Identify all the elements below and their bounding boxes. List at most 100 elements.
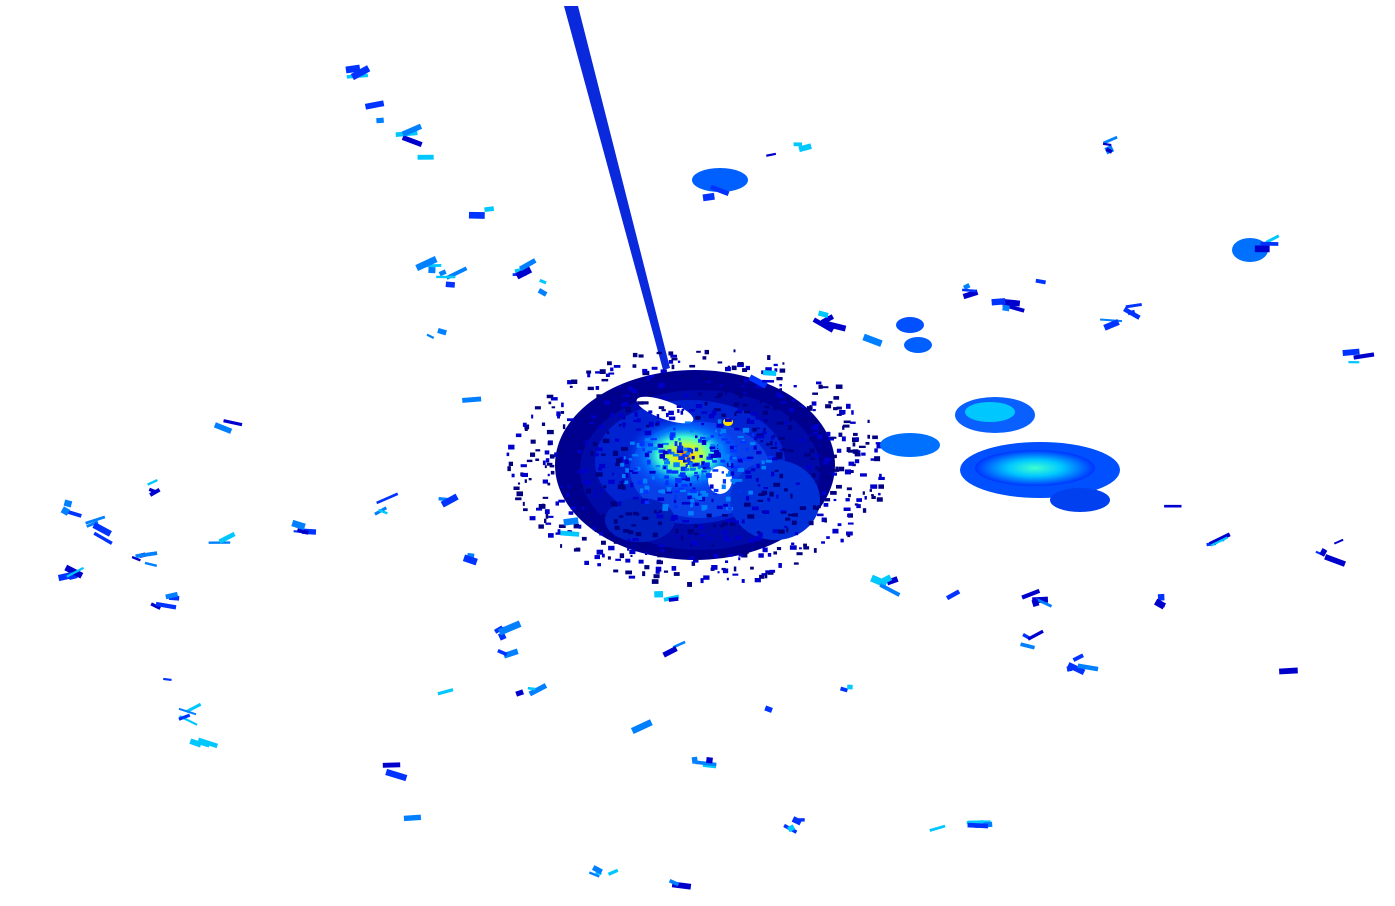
clutter-speckle xyxy=(712,493,717,496)
clutter-speckle xyxy=(836,484,842,489)
clutter-speckle xyxy=(615,463,620,466)
echo-fragment xyxy=(149,487,161,497)
clutter-speckle xyxy=(547,473,550,477)
clutter-speckle xyxy=(729,456,735,461)
clutter-speckle xyxy=(695,435,698,439)
echo-fragment xyxy=(401,123,423,137)
clutter-speckle xyxy=(722,522,729,526)
clutter-speckle xyxy=(712,460,717,463)
clutter-speckle xyxy=(767,553,772,557)
clutter-speckle xyxy=(758,493,765,496)
clutter-speckle xyxy=(632,364,637,368)
clutter-speckle xyxy=(779,449,782,452)
clutter-speckle xyxy=(607,431,610,435)
clutter-speckle xyxy=(652,532,658,538)
echo-fragment xyxy=(945,589,961,601)
clutter-speckle xyxy=(767,497,771,502)
clutter-speckle xyxy=(738,553,744,557)
clutter-speckle xyxy=(847,513,851,518)
clutter-speckle xyxy=(685,477,691,482)
clutter-speckle xyxy=(825,404,832,409)
clutter-speckle xyxy=(657,521,662,525)
echo-fragment xyxy=(1164,504,1182,508)
clutter-speckle xyxy=(677,409,680,413)
clutter-speckle xyxy=(544,518,547,523)
clutter-speckle xyxy=(782,362,785,365)
clutter-speckle xyxy=(575,547,581,551)
clutter-speckle xyxy=(718,433,722,437)
clutter-speckle xyxy=(695,415,701,420)
clutter-speckle xyxy=(598,467,602,471)
clutter-speckle xyxy=(644,430,652,436)
echo-fragment xyxy=(436,275,456,279)
clutter-speckle xyxy=(591,415,597,419)
clutter-speckle xyxy=(774,441,777,447)
clutter-speckle xyxy=(515,497,522,501)
clutter-speckle xyxy=(671,566,677,571)
clutter-speckle xyxy=(703,432,706,435)
echo-fragment xyxy=(60,506,71,516)
clutter-speckle xyxy=(832,469,840,472)
clutter-speckle xyxy=(761,370,764,375)
clutter-speckle xyxy=(621,403,624,407)
clutter-speckle xyxy=(775,452,783,457)
clutter-speckle xyxy=(773,482,781,487)
clutter-speckle xyxy=(854,459,860,464)
echo-fragment xyxy=(702,192,715,202)
clutter-speckle xyxy=(745,365,750,371)
clutter-speckle xyxy=(741,521,745,524)
clutter-speckle xyxy=(595,371,601,374)
clutter-speckle xyxy=(550,470,555,475)
clutter-speckle xyxy=(731,519,736,523)
clutter-speckle xyxy=(680,466,687,472)
clutter-speckle xyxy=(663,570,669,573)
clutter-speckle xyxy=(747,419,755,424)
echo-fragment xyxy=(417,154,434,160)
clutter-speckle xyxy=(719,449,723,453)
clutter-speckle xyxy=(656,351,662,355)
clutter-speckle xyxy=(721,484,726,490)
clutter-speckle xyxy=(577,496,583,500)
clutter-speckle xyxy=(541,503,545,508)
clutter-speckle xyxy=(686,457,691,462)
clutter-speckle xyxy=(850,421,856,424)
clutter-speckle xyxy=(695,404,703,409)
clutter-speckle xyxy=(678,487,684,490)
clutter-speckle xyxy=(669,436,674,441)
clutter-speckle xyxy=(585,488,591,494)
clutter-speckle xyxy=(548,515,554,518)
clutter-speckle xyxy=(844,469,851,475)
clutter-speckle xyxy=(568,511,574,515)
echo-fragment xyxy=(1077,663,1099,672)
clutter-speckle xyxy=(522,422,527,427)
clutter-speckle xyxy=(619,553,625,559)
clutter-speckle xyxy=(648,421,654,427)
clutter-speckle xyxy=(772,529,778,534)
clutter-speckle xyxy=(613,540,618,544)
clutter-speckle xyxy=(688,532,691,538)
clutter-speckle xyxy=(622,423,626,428)
clutter-speckle xyxy=(719,384,722,388)
clutter-speckle xyxy=(618,501,622,506)
clutter-speckle xyxy=(874,448,878,453)
echo-fragment xyxy=(762,379,775,383)
clutter-speckle xyxy=(693,559,699,563)
clutter-speckle xyxy=(696,350,701,353)
echo-fragment xyxy=(178,707,197,716)
clutter-speckle xyxy=(658,544,665,548)
clutter-speckle xyxy=(680,375,686,378)
clutter-speckle xyxy=(845,498,850,502)
clutter-speckle xyxy=(758,553,764,558)
clutter-speckle xyxy=(723,535,729,540)
clutter-speckle xyxy=(759,400,762,404)
clutter-speckle xyxy=(567,418,574,422)
clutter-speckle xyxy=(864,496,867,500)
clutter-speckle xyxy=(774,368,778,372)
clutter-speckle xyxy=(635,404,638,408)
clutter-speckle xyxy=(656,414,660,419)
clutter-speckle xyxy=(640,481,648,484)
clutter-speckle xyxy=(841,436,846,442)
clutter-speckle xyxy=(757,484,761,487)
clutter-speckle xyxy=(662,442,669,445)
clutter-speckle xyxy=(733,402,739,407)
